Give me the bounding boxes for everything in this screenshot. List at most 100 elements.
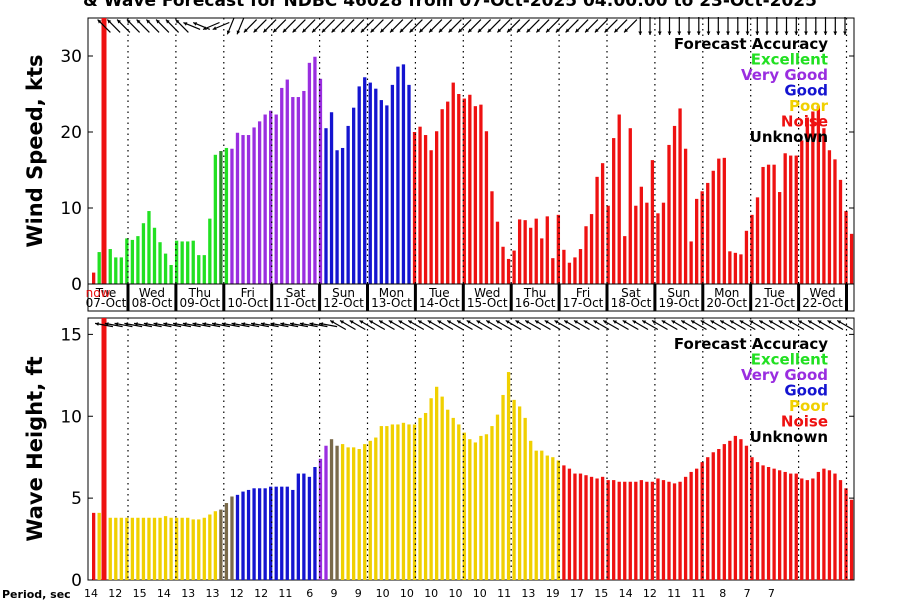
day-divider — [797, 284, 801, 311]
bar — [512, 250, 516, 284]
day-name: Wed — [139, 286, 165, 300]
bar — [473, 442, 478, 580]
period-label: Period, sec — [2, 588, 71, 600]
bar — [435, 386, 439, 580]
direction-arrow-head — [730, 320, 734, 324]
bar — [567, 468, 572, 580]
direction-arrow-head — [468, 28, 472, 33]
direction-arrow-head — [340, 320, 344, 324]
bar — [241, 491, 245, 580]
day-divider — [461, 284, 465, 311]
direction-arrow-head — [263, 28, 268, 33]
bar — [766, 164, 771, 284]
bar — [219, 509, 223, 580]
direction-arrow-head — [221, 322, 226, 326]
direction-arrow-head — [370, 28, 375, 33]
bar — [612, 480, 616, 580]
bar — [512, 399, 516, 581]
bar — [495, 221, 500, 284]
bar — [401, 422, 406, 580]
direction-arrow-head — [419, 28, 424, 33]
direction-arrow-head — [231, 322, 236, 326]
bar — [473, 106, 478, 284]
bar — [457, 424, 461, 580]
period-value: 12 — [108, 587, 122, 600]
direction-arrow-head — [226, 30, 231, 35]
bar — [578, 473, 583, 580]
day-name: Sun — [667, 286, 690, 300]
bar — [661, 202, 666, 284]
direction-arrow-head — [380, 28, 385, 33]
period-value: 10 — [400, 587, 414, 600]
bar — [114, 257, 118, 284]
bar — [368, 440, 372, 580]
bar — [130, 239, 135, 284]
bar — [656, 478, 660, 580]
direction-arrow-head — [251, 322, 255, 326]
direction-arrow-head — [418, 320, 422, 324]
bar — [136, 517, 140, 580]
direction-arrow-head — [270, 322, 275, 326]
bar — [805, 480, 809, 580]
bar — [706, 457, 710, 580]
period-value: 10 — [473, 587, 487, 600]
bar — [750, 214, 754, 284]
bar — [390, 84, 395, 284]
direction-arrow-head — [505, 320, 510, 324]
bar — [551, 457, 555, 580]
bar — [849, 233, 854, 284]
direction-arrow-head — [739, 320, 744, 324]
direction-arrow-head — [735, 31, 740, 35]
bar — [728, 440, 732, 580]
direction-arrow-head — [497, 28, 502, 33]
period-value: 15 — [594, 587, 608, 600]
y-tick-label: 0 — [71, 571, 82, 591]
bar — [352, 107, 356, 285]
bar — [346, 447, 350, 580]
bar — [357, 449, 361, 580]
day-name: Sat — [621, 286, 641, 300]
bar — [385, 426, 389, 580]
bar — [235, 132, 240, 284]
direction-arrow-head — [536, 28, 541, 33]
direction-arrow-head — [146, 19, 151, 24]
day-divider — [701, 284, 705, 311]
bar — [827, 470, 832, 580]
bar — [556, 214, 561, 284]
period-value: 11 — [278, 587, 292, 600]
y-tick-label: 30 — [60, 47, 82, 67]
direction-arrow-head — [438, 28, 443, 33]
bar — [324, 128, 328, 284]
bar — [213, 511, 218, 580]
bar — [645, 481, 649, 580]
day-date: 08-Oct — [132, 296, 173, 310]
bar — [246, 135, 251, 284]
bar — [573, 257, 577, 284]
bar — [562, 465, 566, 581]
direction-arrow-head — [716, 31, 721, 35]
bar — [296, 473, 300, 580]
bar — [639, 480, 643, 580]
day-date: 10-Oct — [227, 296, 268, 310]
bar — [423, 135, 428, 284]
bar — [695, 468, 699, 580]
day-name: Sun — [332, 286, 355, 300]
bar — [744, 445, 749, 580]
bar — [733, 252, 738, 284]
bar — [396, 66, 400, 284]
direction-arrow-head — [253, 28, 258, 33]
direction-arrow-head — [369, 320, 374, 324]
day-date: 11-Oct — [275, 296, 316, 310]
day-date: 17-Oct — [563, 296, 604, 310]
direction-arrow-head — [833, 31, 838, 35]
period-value: 17 — [570, 587, 584, 600]
day-date: 15-Oct — [467, 296, 508, 310]
bar — [529, 440, 533, 580]
bar — [744, 230, 749, 284]
day-name: Tue — [95, 286, 117, 300]
direction-arrow-head — [466, 320, 471, 324]
direction-arrow-head — [203, 26, 207, 30]
bar — [650, 160, 655, 284]
bar — [291, 489, 295, 580]
legend-item: Noise — [781, 113, 828, 131]
